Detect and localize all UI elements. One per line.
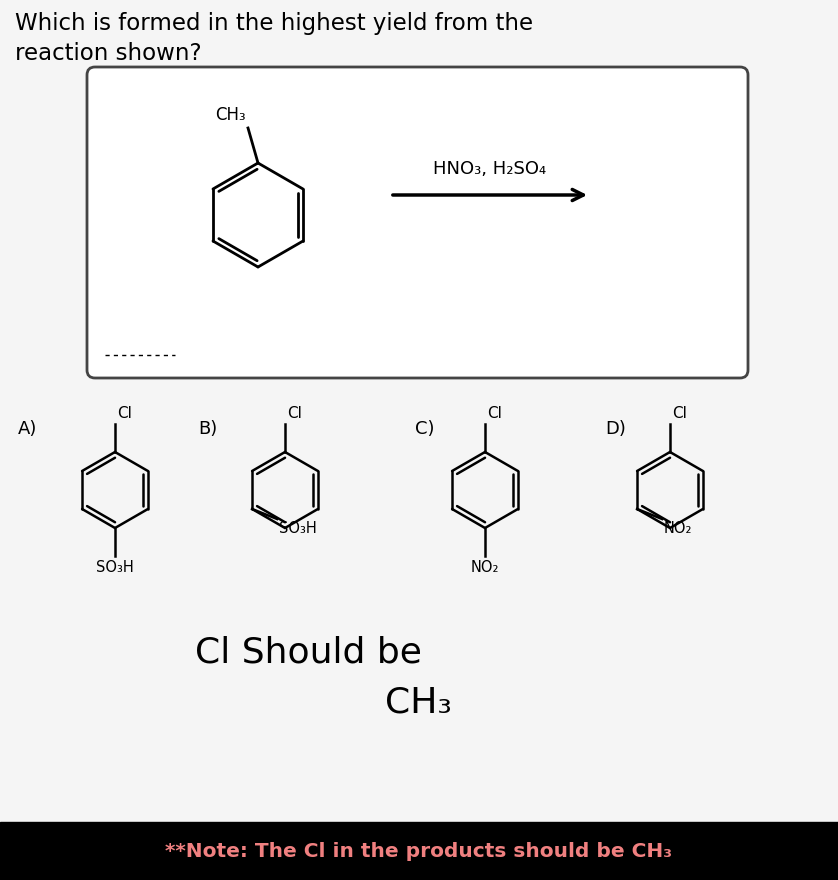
Text: Cl Should be: Cl Should be [195,635,422,669]
Text: B): B) [198,420,217,438]
Text: Which is formed in the highest yield from the: Which is formed in the highest yield fro… [15,12,533,35]
Text: NO₂: NO₂ [471,560,499,575]
Text: Cl: Cl [672,406,687,421]
Text: Cl: Cl [287,406,302,421]
Text: SO₃H: SO₃H [279,521,317,536]
Text: CH₃: CH₃ [215,106,246,124]
Text: CH₃: CH₃ [385,685,452,719]
Bar [0,822,838,880]
Text: D): D) [605,420,626,438]
Text: A): A) [18,420,38,438]
Text: NO₂: NO₂ [664,521,692,536]
Text: SO₃H: SO₃H [96,560,134,575]
Text: reaction shown?: reaction shown? [15,42,202,65]
Text: **Note: The Cl in the products should be CH₃: **Note: The Cl in the products should be… [165,841,673,861]
Text: C): C) [415,420,434,438]
Text: Cl: Cl [117,406,132,421]
Text: HNO₃, H₂SO₄: HNO₃, H₂SO₄ [433,160,546,178]
FancyBboxPatch shape [87,67,748,378]
Text: Cl: Cl [487,406,502,421]
